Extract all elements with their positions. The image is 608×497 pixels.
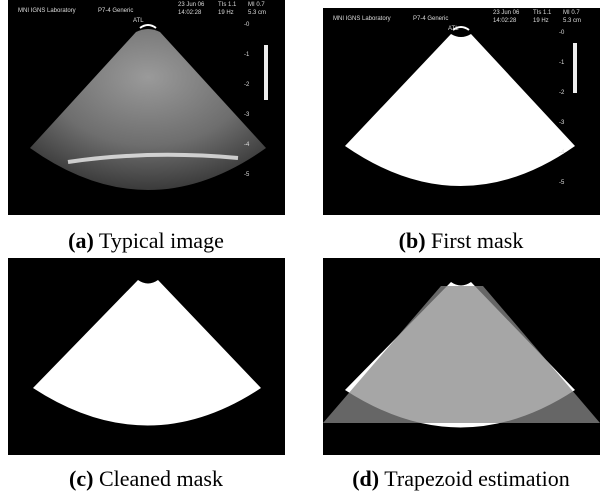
caption: (d) Trapezoid estimation: [352, 466, 570, 491]
depth-tick: -0: [559, 30, 565, 36]
depth-tick: -5: [244, 172, 250, 178]
gray-bar: [573, 43, 577, 93]
overlay-text: ATL: [448, 26, 459, 32]
depth-tick: -2: [244, 82, 250, 88]
overlay-text: TIs 1.1: [218, 2, 237, 8]
caption-label: (d): [352, 466, 379, 491]
caption-label: (b): [399, 228, 426, 253]
depth-tick: -4: [559, 150, 565, 156]
caption-text: First mask: [431, 228, 523, 253]
overlay-text: TIs 1.1: [533, 10, 552, 16]
overlay-text: MI 0.7: [563, 10, 580, 16]
caption-text: Trapezoid estimation: [384, 466, 570, 491]
caption-label: (c): [69, 466, 93, 491]
captions: (a) Typical image (b) First mask (c) Clean…: [68, 228, 570, 491]
caption: (b) First mask: [399, 228, 524, 253]
caption: (c) Cleaned mask: [69, 466, 223, 491]
overlay-text: ATL: [133, 18, 144, 24]
overlay-text: P7-4 Generic: [413, 16, 448, 22]
caption-text: Cleaned mask: [99, 466, 223, 491]
depth-tick: -1: [559, 60, 565, 66]
mask-sector: [33, 280, 261, 426]
caption-text: Typical image: [99, 228, 224, 253]
echo-line: [67, 152, 239, 164]
overlay-text: P7-4 Generic: [98, 8, 133, 14]
caption: (a) Typical image: [68, 228, 224, 253]
panel-a: MNI IGNS Laboratory P7-4 Generic 23 Jun 06…: [8, 0, 285, 215]
overlay-text: 14:02:28: [493, 18, 517, 24]
panel-c: [8, 258, 285, 455]
depth-tick: -3: [244, 112, 250, 118]
overlay-text: 5.3 cm: [248, 10, 266, 16]
overlay-text: MI 0.7: [248, 2, 265, 8]
overlay-text: 23 Jun 06: [178, 2, 205, 8]
overlay-text: 19 Hz: [218, 10, 234, 16]
depth-tick: -3: [559, 120, 565, 126]
probe-outline: [452, 26, 470, 31]
overlay-text: 19 Hz: [533, 18, 549, 24]
caption-label: (a): [68, 228, 94, 253]
overlay-text: 23 Jun 06: [493, 10, 520, 16]
depth-tick: -2: [559, 90, 565, 96]
mask-sector: [345, 34, 575, 186]
overlay-text: MNI IGNS Laboratory: [333, 16, 391, 22]
depth-tick: -1: [244, 52, 250, 58]
overlay-text: MNI IGNS Laboratory: [18, 8, 76, 14]
depth-tick: -0: [244, 22, 250, 28]
depth-tick: -5: [559, 180, 565, 186]
overlay-text: 5.3 cm: [563, 18, 581, 24]
probe-outline: [139, 24, 157, 29]
depth-tick: -4: [244, 142, 250, 148]
trapezoid: [323, 286, 600, 423]
panel-b: MNI IGNS Laboratory P7-4 Generic 23 Jun 06…: [323, 8, 600, 215]
gray-bar: [264, 45, 268, 100]
panel-d: [323, 258, 600, 455]
ultrasound-sector: [30, 29, 266, 190]
overlay-text: 14:02:28: [178, 10, 202, 16]
